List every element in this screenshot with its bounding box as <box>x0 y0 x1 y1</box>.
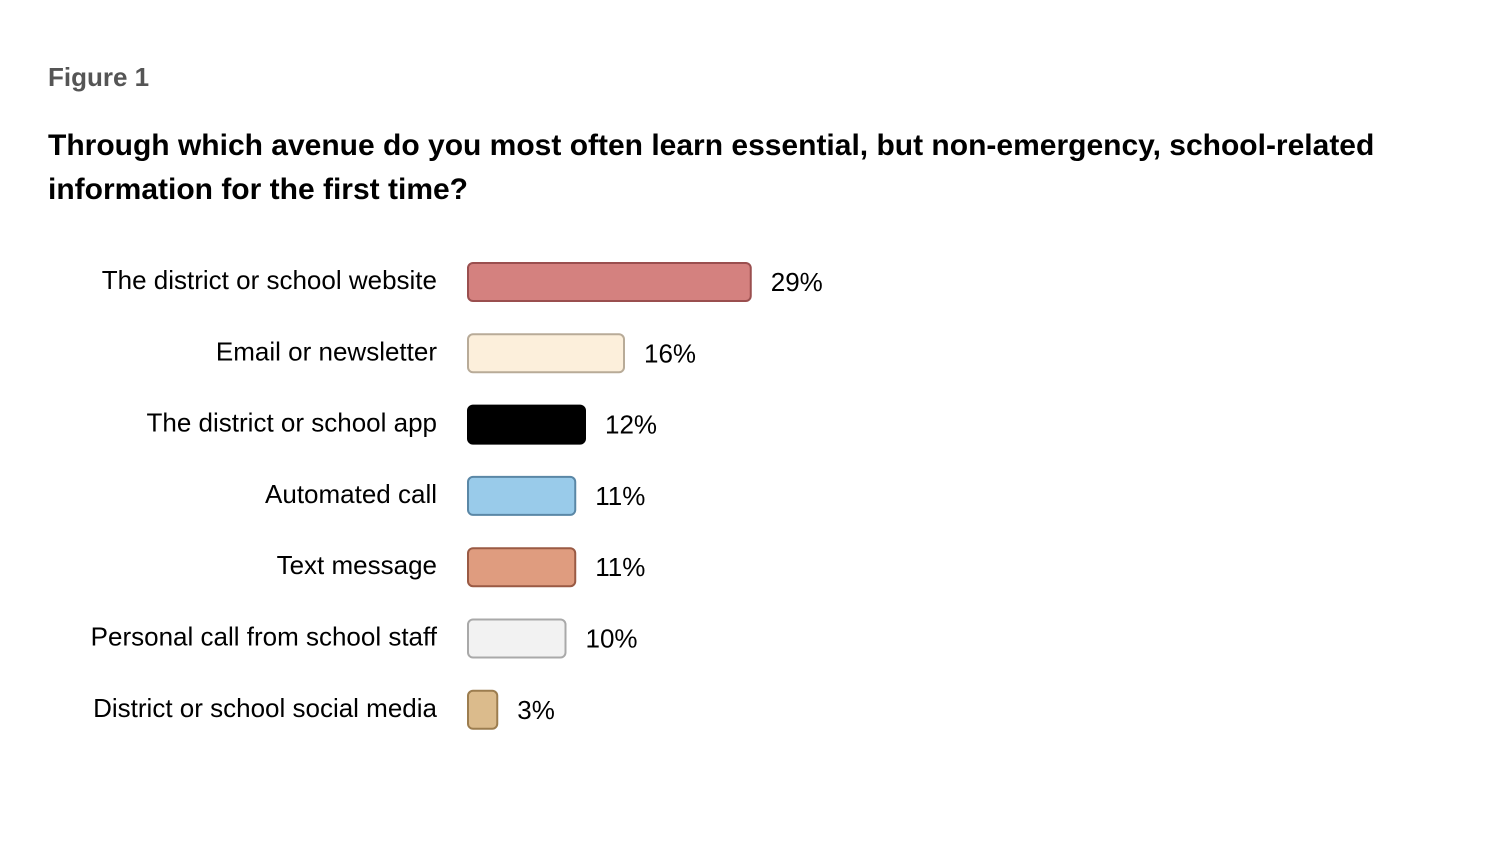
bar <box>467 475 577 516</box>
category-label: Email or newsletter <box>216 336 437 366</box>
value-label: 11% <box>595 481 645 511</box>
value-label: 29% <box>771 267 823 297</box>
category-label: Text message <box>277 550 437 580</box>
bar <box>467 689 499 730</box>
value-label: 10% <box>586 624 638 654</box>
value-label: 12% <box>605 410 657 440</box>
value-label: 3% <box>517 695 555 725</box>
bars-layer: The district or school website 29% Email o… <box>91 262 823 730</box>
chart-title: Through which avenue do you most often l… <box>48 129 1375 206</box>
bar <box>467 404 586 445</box>
category-label: The district or school app <box>147 408 437 438</box>
bar <box>467 547 577 588</box>
value-label: 16% <box>644 338 696 368</box>
value-label: 11% <box>595 552 645 582</box>
figure-label: Figure 1 <box>48 62 150 92</box>
category-label: District or school social media <box>93 693 437 723</box>
bar <box>467 618 567 659</box>
bar <box>467 333 625 374</box>
category-label: The district or school website <box>102 265 437 295</box>
bar <box>467 262 752 302</box>
category-label: Automated call <box>265 479 437 509</box>
category-label: Personal call from school staff <box>91 622 438 652</box>
